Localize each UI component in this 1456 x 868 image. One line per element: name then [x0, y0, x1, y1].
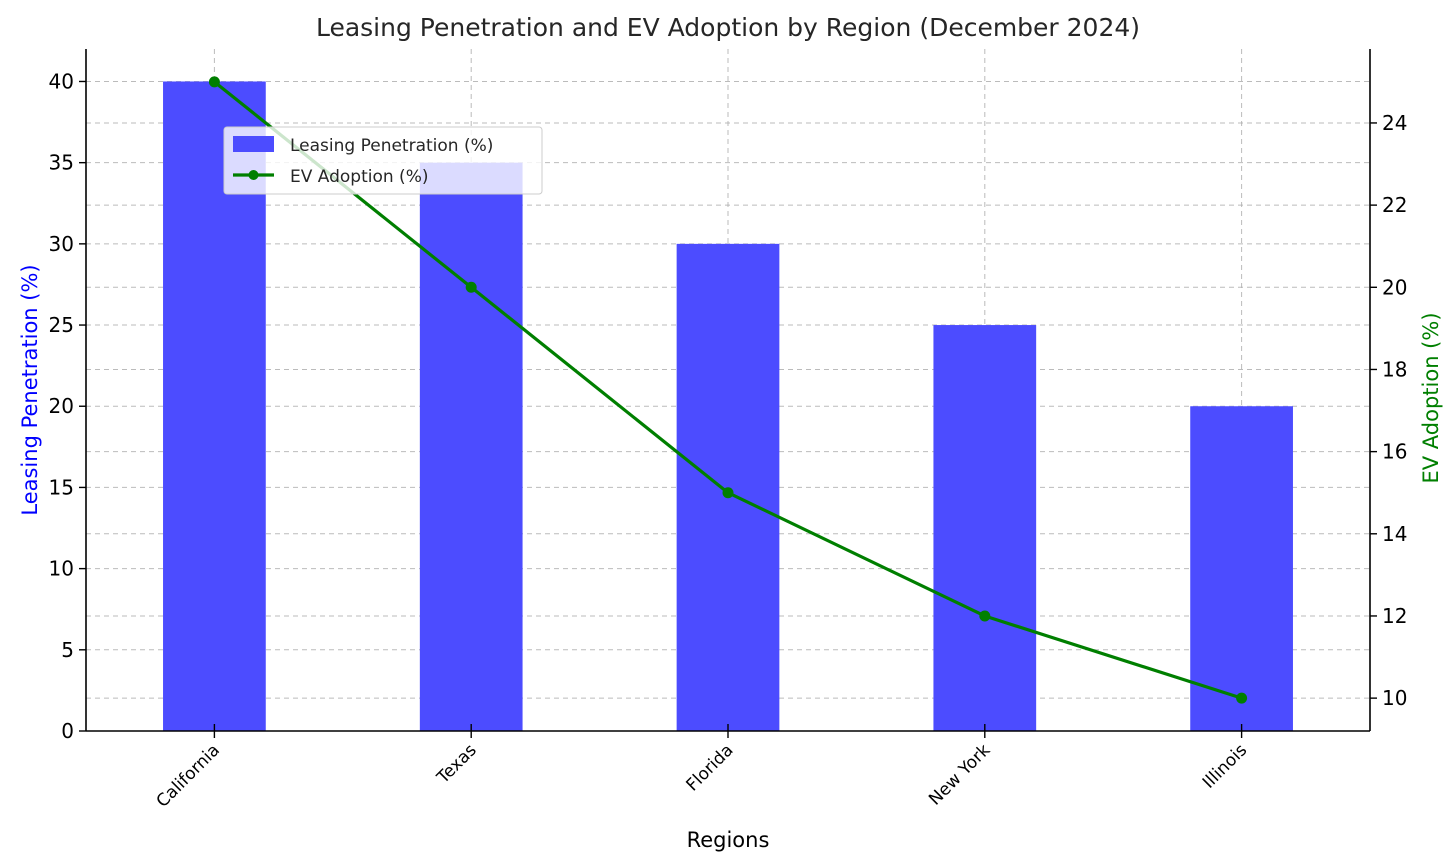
y-axis-label: Leasing Penetration (%): [18, 264, 42, 515]
ev-point-texas: [465, 281, 477, 293]
y-tick-label-2: 10: [49, 557, 74, 581]
ev-point-florida: [722, 487, 734, 499]
y2-tick-label-0: 10: [1382, 686, 1407, 710]
y-tick-label-4: 20: [49, 394, 74, 418]
bar-texas: [419, 162, 523, 731]
ev-point-new-york: [979, 610, 991, 622]
legend-line-marker: [248, 170, 259, 180]
x-tick-label-1: Texas: [433, 740, 481, 788]
y-tick-label-0: 0: [61, 719, 74, 743]
y2-tick-label-5: 20: [1382, 275, 1407, 299]
bar-new-york: [933, 325, 1037, 731]
line-series: [208, 76, 1248, 704]
y-tick-label-3: 15: [49, 475, 74, 499]
x-tick-label-4: Illinois: [1199, 740, 1251, 792]
legend-frame: [223, 126, 543, 195]
legend-label-leasing: Leasing Penetration (%): [290, 136, 493, 156]
chart-title: Leasing Penetration and EV Adoption by R…: [316, 13, 1140, 42]
legend-label-ev: EV Adoption (%): [290, 167, 428, 187]
ev-point-illinois: [1236, 692, 1248, 704]
ev-point-california: [208, 76, 220, 88]
y2-tick-label-3: 16: [1382, 440, 1407, 464]
y2-tick-label-1: 12: [1382, 604, 1407, 628]
y-tick-label-8: 40: [49, 69, 74, 93]
y2-tick-label-2: 14: [1382, 522, 1407, 546]
bar-illinois: [1190, 406, 1293, 731]
x-tick-label-3: New York: [925, 740, 994, 809]
y-tick-label-5: 25: [49, 313, 74, 337]
y2-tick-label-4: 18: [1382, 357, 1407, 381]
y-tick-label-1: 5: [61, 638, 74, 662]
legend-bar-swatch: [233, 136, 274, 152]
y-tick-label-6: 30: [49, 232, 74, 256]
bar-series: [163, 81, 1293, 731]
y-tick-label-7: 35: [49, 151, 74, 175]
legend: Leasing Penetration (%) EV Adoption (%): [223, 126, 543, 195]
x-tick-label-2: Florida: [683, 740, 738, 795]
y2-axis-label: EV Adoption (%): [1419, 312, 1443, 483]
y2-tick-label-6: 22: [1382, 193, 1407, 217]
x-tick-label-0: California: [153, 740, 224, 811]
y2-tick-label-7: 24: [1382, 111, 1407, 135]
x-axis-label: Regions: [687, 828, 770, 852]
